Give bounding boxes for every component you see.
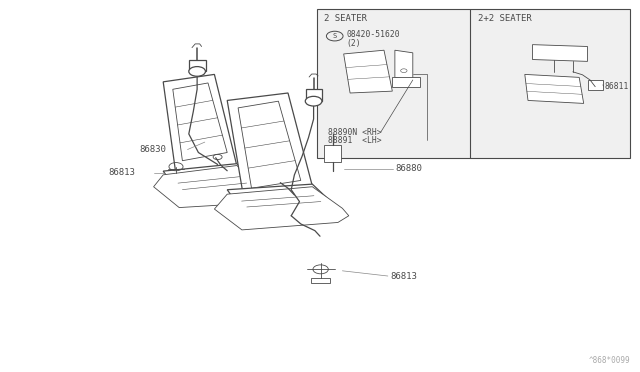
Polygon shape [525,74,584,103]
Polygon shape [163,164,262,197]
Text: 86830: 86830 [140,145,166,154]
Text: ^868*0099: ^868*0099 [589,356,630,365]
Polygon shape [395,50,413,80]
Text: 86811: 86811 [605,82,629,91]
Text: 86880: 86880 [396,164,422,173]
Polygon shape [324,145,341,162]
Polygon shape [189,60,206,71]
Circle shape [305,96,322,106]
Polygon shape [227,93,312,195]
Text: 86813: 86813 [390,272,417,280]
Polygon shape [532,45,588,61]
Polygon shape [311,278,330,283]
Circle shape [189,67,205,76]
Polygon shape [227,184,338,217]
Text: 86813: 86813 [109,169,136,177]
Polygon shape [154,166,272,208]
Bar [317,9,630,158]
Polygon shape [588,80,603,90]
Text: 2+2 SEATER: 2+2 SEATER [478,14,532,23]
Polygon shape [392,77,420,87]
Text: 08420-51620: 08420-51620 [346,30,400,39]
Polygon shape [344,50,392,93]
Text: 88890N <RH>: 88890N <RH> [328,128,382,137]
Polygon shape [214,187,349,230]
Polygon shape [306,89,322,101]
Polygon shape [163,74,237,175]
Text: S: S [333,33,337,39]
Text: 88891  <LH>: 88891 <LH> [328,136,382,145]
Text: (2): (2) [346,39,361,48]
Text: 2 SEATER: 2 SEATER [324,14,367,23]
